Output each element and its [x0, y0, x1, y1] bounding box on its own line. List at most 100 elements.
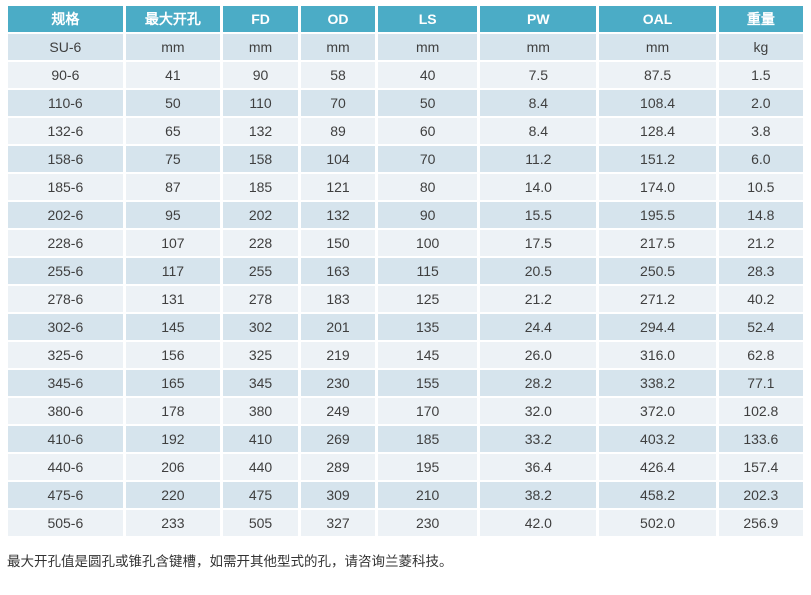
table-cell: 87.5: [599, 62, 716, 88]
table-cell: 58: [300, 62, 376, 88]
table-row: 278-6 131 278 183 125 21.2 271.2 40.2: [8, 286, 803, 312]
table-cell: 135: [378, 314, 478, 340]
table-cell: 80: [378, 174, 478, 200]
table-row: 202-6 95 202 132 90 15.5 195.5 14.8: [8, 202, 803, 228]
table-cell: 50: [125, 90, 221, 116]
table-cell: 309: [300, 482, 376, 508]
table-cell: 327: [300, 510, 376, 536]
table-cell: 132-6: [8, 118, 123, 144]
table-cell: 410: [223, 426, 298, 452]
table-cell: 255: [223, 258, 298, 284]
table-cell: 75: [125, 146, 221, 172]
table-cell: 165: [125, 370, 221, 396]
table-cell: 192: [125, 426, 221, 452]
table-cell: 185-6: [8, 174, 123, 200]
table-cell: 372.0: [599, 398, 716, 424]
table-cell: 345: [223, 370, 298, 396]
table-cell: 170: [378, 398, 478, 424]
table-row: 440-6 206 440 289 195 36.4 426.4 157.4: [8, 454, 803, 480]
table-cell: 155: [378, 370, 478, 396]
table-cell: 95: [125, 202, 221, 228]
table-cell: 41: [125, 62, 221, 88]
table-cell: 90-6: [8, 62, 123, 88]
table-cell: 32.0: [480, 398, 597, 424]
table-cell: 157.4: [718, 454, 803, 480]
table-cell: 90: [378, 202, 478, 228]
table-cell: 294.4: [599, 314, 716, 340]
table-cell: 206: [125, 454, 221, 480]
spec-table: 规格 最大开孔 FD OD LS PW OAL 重量 SU-6 mm mm mm mm mm mm kg 90…: [5, 4, 806, 538]
table-cell: 228-6: [8, 230, 123, 256]
table-cell: 40: [378, 62, 478, 88]
table-cell: 150: [300, 230, 376, 256]
table-cell: 24.4: [480, 314, 597, 340]
table-cell: mm: [125, 34, 221, 60]
table-cell: 8.4: [480, 90, 597, 116]
table-cell: 380-6: [8, 398, 123, 424]
table-cell: SU-6: [8, 34, 123, 60]
table-cell: 201: [300, 314, 376, 340]
table-cell: 475: [223, 482, 298, 508]
table-row: 325-6 156 325 219 145 26.0 316.0 62.8: [8, 342, 803, 368]
footer-note: 最大开孔值是圆孔或锥孔含键槽，如需开其他型式的孔，请咨询兰菱科技。: [7, 554, 453, 569]
table-cell: 131: [125, 286, 221, 312]
table-cell: 107: [125, 230, 221, 256]
table-cell: 440: [223, 454, 298, 480]
table-cell: 132: [300, 202, 376, 228]
table-cell: 163: [300, 258, 376, 284]
table-cell: 70: [378, 146, 478, 172]
table-row: 90-6 41 90 58 40 7.5 87.5 1.5: [8, 62, 803, 88]
units-row: SU-6 mm mm mm mm mm mm kg: [8, 34, 803, 60]
table-cell: 108.4: [599, 90, 716, 116]
table-cell: 345-6: [8, 370, 123, 396]
table-row: 302-6 145 302 201 135 24.4 294.4 52.4: [8, 314, 803, 340]
table-cell: 14.8: [718, 202, 803, 228]
table-cell: 110-6: [8, 90, 123, 116]
table-cell: 11.2: [480, 146, 597, 172]
table-cell: 255-6: [8, 258, 123, 284]
table-row: 345-6 165 345 230 155 28.2 338.2 77.1: [8, 370, 803, 396]
table-cell: 87: [125, 174, 221, 200]
table-cell: 7.5: [480, 62, 597, 88]
table-cell: 278: [223, 286, 298, 312]
table-cell: 325: [223, 342, 298, 368]
table-cell: 70: [300, 90, 376, 116]
table-body: SU-6 mm mm mm mm mm mm kg 90-6 41 90 58 40 7.5 87.5 1.5…: [8, 34, 803, 536]
table-cell: 202-6: [8, 202, 123, 228]
table-cell: 325-6: [8, 342, 123, 368]
table-cell: 133.6: [718, 426, 803, 452]
table-cell: 52.4: [718, 314, 803, 340]
table-cell: 338.2: [599, 370, 716, 396]
table-cell: 158: [223, 146, 298, 172]
table-cell: 33.2: [480, 426, 597, 452]
column-header: OD: [300, 6, 376, 32]
table-row: 505-6 233 505 327 230 42.0 502.0 256.9: [8, 510, 803, 536]
table-cell: mm: [378, 34, 478, 60]
table-cell: 77.1: [718, 370, 803, 396]
table-cell: 117: [125, 258, 221, 284]
table-cell: 151.2: [599, 146, 716, 172]
table-cell: 102.8: [718, 398, 803, 424]
table-cell: 475-6: [8, 482, 123, 508]
table-cell: 403.2: [599, 426, 716, 452]
table-cell: 233: [125, 510, 221, 536]
table-cell: 145: [378, 342, 478, 368]
table-row: 110-6 50 110 70 50 8.4 108.4 2.0: [8, 90, 803, 116]
table-cell: 269: [300, 426, 376, 452]
table-cell: 89: [300, 118, 376, 144]
table-cell: 50: [378, 90, 478, 116]
column-header: PW: [480, 6, 597, 32]
column-header: LS: [378, 6, 478, 32]
table-cell: mm: [300, 34, 376, 60]
table-cell: 458.2: [599, 482, 716, 508]
table-cell: 17.5: [480, 230, 597, 256]
table-cell: 440-6: [8, 454, 123, 480]
table-row: 185-6 87 185 121 80 14.0 174.0 10.5: [8, 174, 803, 200]
table-row: 158-6 75 158 104 70 11.2 151.2 6.0: [8, 146, 803, 172]
table-cell: kg: [718, 34, 803, 60]
table-cell: 230: [378, 510, 478, 536]
table-cell: 228: [223, 230, 298, 256]
table-cell: 115: [378, 258, 478, 284]
table-cell: 2.0: [718, 90, 803, 116]
